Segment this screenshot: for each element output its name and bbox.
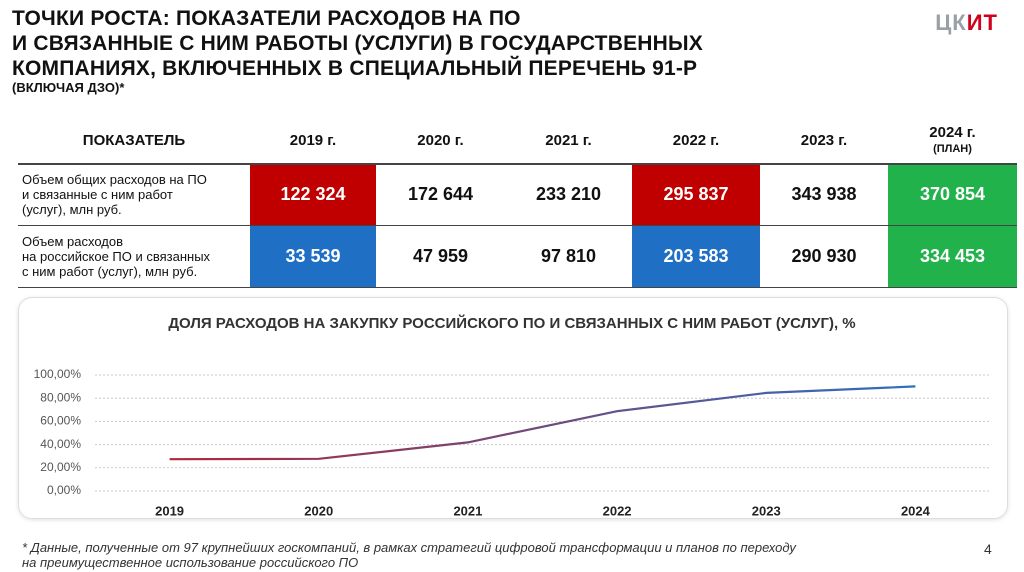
x-tick-label: 2022	[603, 503, 632, 518]
table-cell: 343 938	[791, 184, 857, 204]
column-header: ПОКАЗАТЕЛЬ	[18, 118, 250, 163]
table-cell: 370 854	[888, 164, 1017, 225]
column-header: 2022 г.	[632, 118, 760, 163]
table-cell: 233 210	[535, 184, 602, 204]
column-header-text: 2019 г.	[289, 132, 337, 149]
y-tick-label: 80,00%	[40, 390, 81, 404]
x-tick-label: 2024	[901, 503, 931, 518]
column-header-text: 2023 г.	[800, 132, 848, 149]
column-note: (ПЛАН)	[933, 142, 972, 155]
x-tick-label: 2021	[453, 503, 482, 518]
footnote-line: на преимущественное использование россий…	[22, 555, 359, 570]
title-line: И СВЯЗАННЫЕ С НИМ РАБОТЫ (УСЛУГИ) В ГОСУ…	[12, 32, 703, 55]
table-cell: 33 539	[250, 226, 376, 287]
column-header-text: 2021 г.	[545, 132, 592, 149]
column-header-text: ПОКАЗАТЕЛЬ	[82, 132, 186, 149]
row-divider	[18, 287, 1017, 288]
row-label-text: Объем общих расходов на ПО и связанные с …	[22, 172, 207, 217]
logo-part: ЦК	[935, 10, 967, 35]
row-label-line: Объем общих расходов на ПО	[22, 171, 207, 187]
row-divider	[18, 225, 1017, 226]
row-label-line: Объем расходов	[22, 233, 124, 249]
y-tick-label: 20,00%	[40, 460, 81, 474]
row-label: Объем расходов на российское ПО и связанн…	[18, 225, 250, 287]
logo: ЦКИТ	[935, 10, 998, 36]
column-header: 2021 г.	[505, 118, 632, 163]
chart: ДОЛЯ РАСХОДОВ НА ЗАКУПКУ РОССИЙСКОГО ПО …	[34, 314, 990, 518]
column-header: 2020 г.	[376, 118, 505, 163]
chart-panel	[18, 297, 1008, 519]
subtitle: (ВКЛЮЧАЯ ДЗО)*	[12, 80, 125, 95]
x-tick-label: 2019	[155, 503, 184, 518]
footnote-line: * Данные, полученные от 97 крупнейших го…	[22, 540, 796, 555]
table-cell: 203 583	[632, 226, 760, 287]
table-cell: 122 324	[250, 164, 376, 225]
row-label-line: на российское ПО и связанных	[22, 248, 211, 264]
row-label-line: и связанные с ним работ	[22, 186, 173, 202]
column-header-text: 2022 г.	[672, 132, 720, 149]
chart-title: ДОЛЯ РАСХОДОВ НА ЗАКУПКУ РОССИЙСКОГО ПО …	[168, 314, 855, 332]
table-cell: 290 930	[791, 246, 857, 266]
table-cell: 334 453	[888, 226, 1017, 287]
table-cell: 295 837	[632, 164, 760, 225]
column-header: 2023 г.	[760, 118, 888, 163]
row-label-line: (услуг), млн руб.	[22, 201, 122, 217]
row-label-text: Объем расходов на российское ПО и связанн…	[22, 234, 210, 279]
column-header-text: 2020 г.	[417, 132, 464, 149]
x-tick-label: 2023	[752, 503, 781, 518]
table-cell: 97 810	[540, 246, 597, 266]
y-tick-label: 0,00%	[47, 483, 81, 497]
y-tick-label: 40,00%	[40, 437, 81, 451]
title-line: КОМПАНИЯХ, ВКЛЮЧЕННЫХ В СПЕЦИАЛЬНЫЙ ПЕРЕ…	[12, 57, 698, 80]
footnote: * Данные, полученные от 97 крупнейших го…	[22, 540, 796, 570]
table: ПОКАЗАТЕЛЬ 2019 г. 2020 г. 2021 г. 2022 г. 20…	[18, 118, 1017, 288]
column-header-text: 2024 г.	[929, 123, 976, 141]
x-tick-label: 2020	[304, 503, 333, 518]
y-tick-label: 60,00%	[40, 414, 81, 428]
row-divider	[18, 163, 1017, 165]
table-cell: 47 959	[412, 246, 469, 266]
row-label: Объем общих расходов на ПО и связанные с …	[18, 163, 250, 225]
column-header: 2019 г.	[250, 118, 376, 163]
row-label-line: с ним работ (услуг), млн руб.	[22, 263, 198, 279]
column-header: 2024 г. (ПЛАН)	[888, 118, 1017, 163]
table-cell: 172 644	[407, 184, 474, 204]
title: ТОЧКИ РОСТА: ПОКАЗАТЕЛИ РАСХОДОВ НА ПО И…	[12, 6, 703, 81]
y-tick-label: 100,00%	[34, 367, 82, 381]
logo-part: ИТ	[966, 10, 998, 35]
title-line: ТОЧКИ РОСТА: ПОКАЗАТЕЛИ РАСХОДОВ НА ПО	[12, 7, 521, 30]
page-number: 4	[984, 541, 992, 557]
line	[169, 385, 916, 461]
